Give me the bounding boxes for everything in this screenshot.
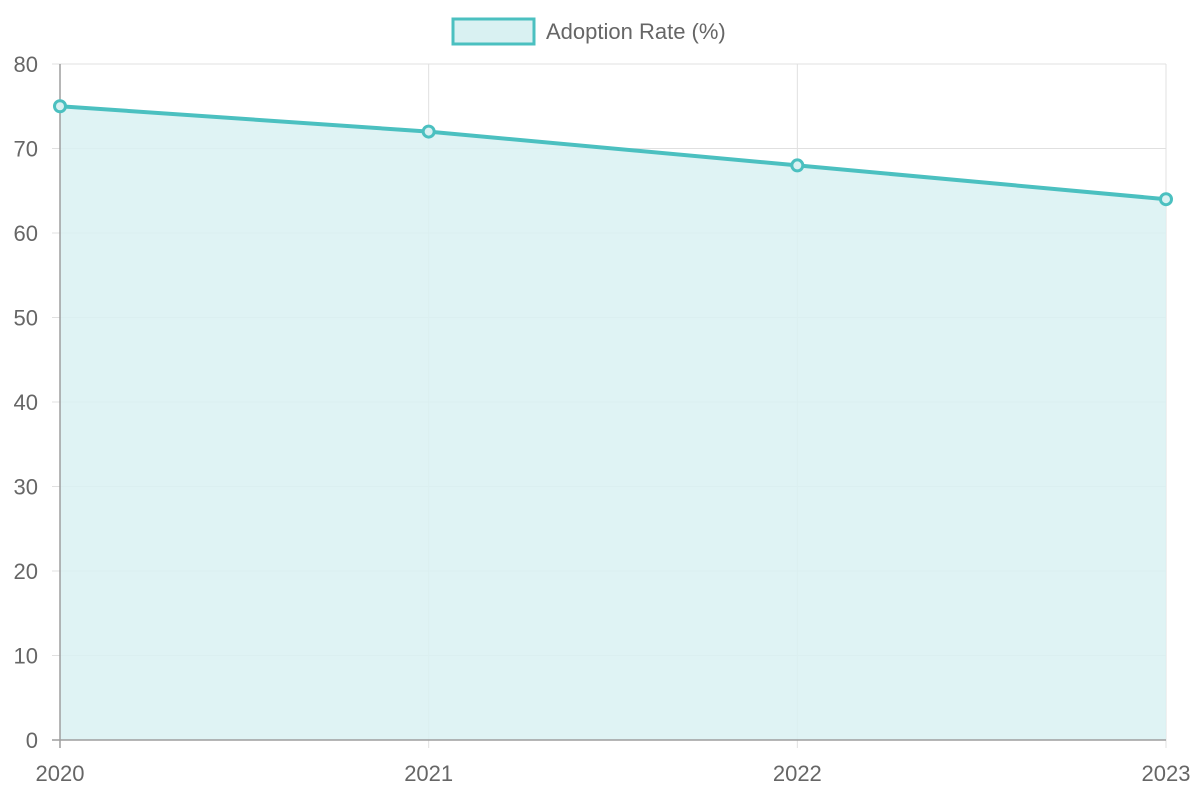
- legend: Adoption Rate (%): [451, 17, 726, 46]
- y-tick-label-20: 20: [14, 559, 38, 584]
- area-fill-adoption-rate: [60, 106, 1166, 740]
- y-tick-label-60: 60: [14, 221, 38, 246]
- data-point-2022: [790, 158, 805, 173]
- y-tick-label-10: 10: [14, 644, 38, 669]
- x-tick-label-2020: 2020: [36, 761, 85, 786]
- series-line-adoption-rate: [59, 104, 1167, 202]
- legend-label-adoption-rate: Adoption Rate (%): [546, 19, 726, 44]
- x-tick-label-2022: 2022: [773, 761, 822, 786]
- y-axis-tick-labels: 0 10 20 30 40 50 60 70 80: [14, 52, 38, 753]
- y-tick-label-40: 40: [14, 390, 38, 415]
- x-tick-label-2021: 2021: [404, 761, 453, 786]
- y-tick-label-80: 80: [14, 52, 38, 77]
- axes: [52, 64, 1166, 748]
- y-tick-label-50: 50: [14, 306, 38, 331]
- legend-swatch-adoption-rate: [451, 17, 536, 46]
- x-axis-tick-labels: 2020 2021 2022 2023: [36, 761, 1191, 786]
- data-point-2021: [421, 124, 436, 139]
- y-tick-label-30: 30: [14, 475, 38, 500]
- data-point-2020: [53, 99, 67, 114]
- data-points: [53, 99, 1173, 207]
- x-tick-label-2023: 2023: [1142, 761, 1191, 786]
- y-tick-label-0: 0: [26, 728, 38, 753]
- data-point-2023: [1159, 192, 1173, 207]
- area-layer: [59, 104, 1167, 740]
- y-tick-label-70: 70: [14, 137, 38, 162]
